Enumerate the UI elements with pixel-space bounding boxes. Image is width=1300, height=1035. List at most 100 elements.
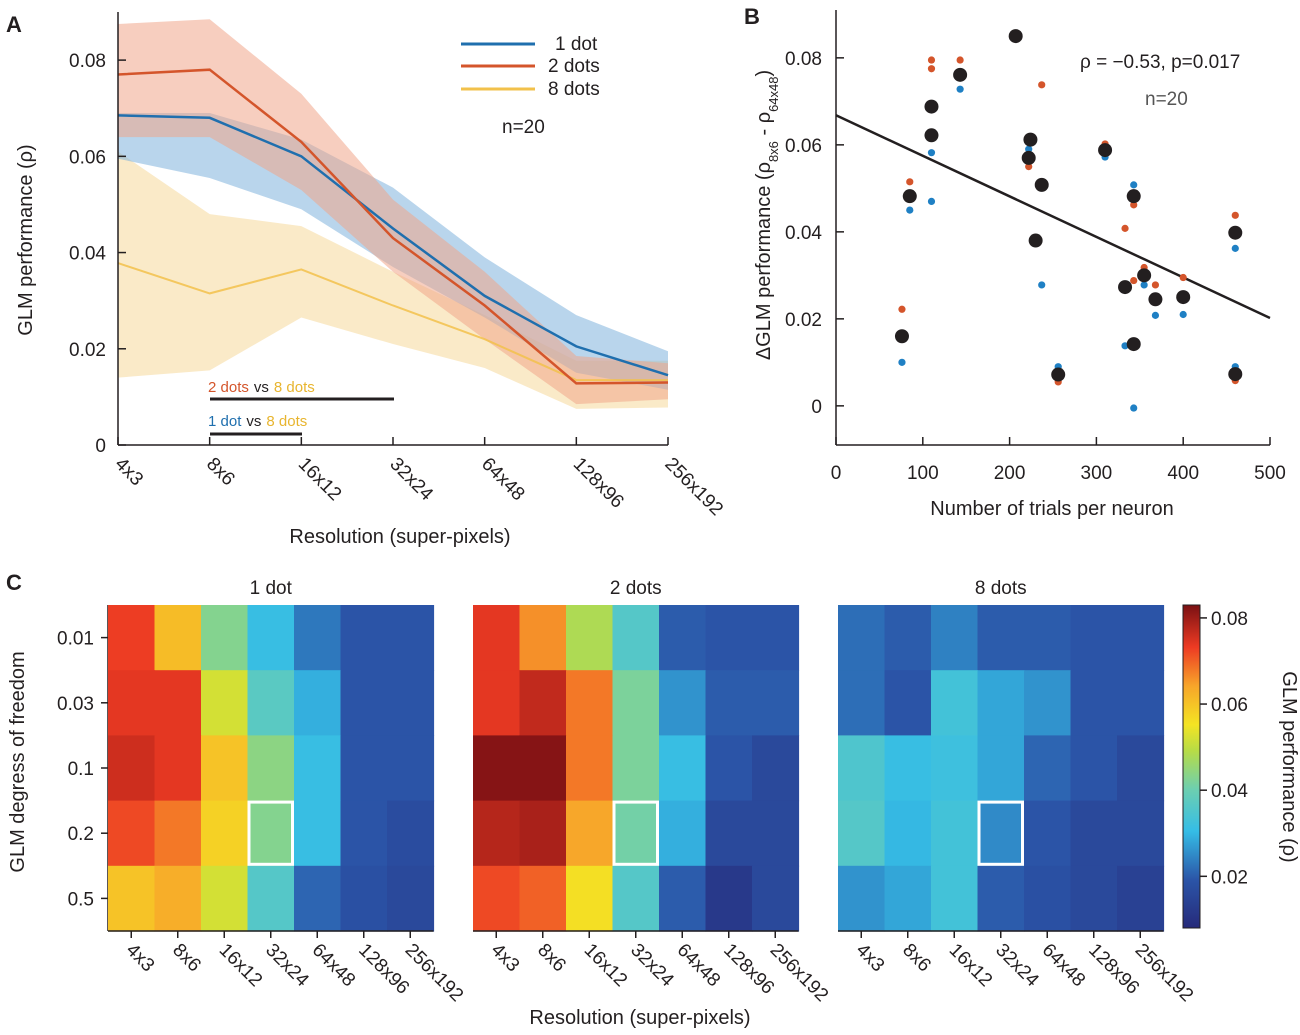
heatmap-xtick-label: 64x48 (308, 940, 359, 991)
b-ytick-label: 0.06 (785, 136, 822, 157)
point-combined (1228, 367, 1243, 382)
heatmap-cell (519, 735, 567, 802)
heatmap-xtick-label: 32x24 (261, 940, 313, 992)
heatmap-cell (705, 670, 753, 736)
panel-b-fit-line (835, 114, 1271, 320)
heatmap-cell (387, 605, 435, 671)
panel-b-x-label: Number of trials per neuron (930, 498, 1173, 520)
point-combined (1137, 268, 1152, 283)
heatmap-cell (612, 735, 660, 802)
point-combined (1023, 132, 1038, 147)
heatmap-cell (201, 605, 249, 671)
heatmap-ytick-label: 0.2 (68, 824, 94, 845)
panel-a-y-label: GLM performance (ρ) (15, 144, 37, 335)
panel-b-n-annotation: n=20 (1145, 89, 1188, 110)
point-combined (1126, 337, 1141, 352)
heatmap-cell (977, 735, 1025, 802)
panel-b: B 0 0.02 0.04 0.06 0.08 0 100 200 300 400 500 ρ =… (744, 4, 1286, 520)
point-2-dots (1025, 163, 1033, 171)
heatmap-cell (884, 800, 932, 867)
b-ytick-label: 0.08 (785, 49, 822, 70)
heatmap-cell (1117, 735, 1165, 802)
point-1-dot (927, 197, 936, 205)
point-1-dot (906, 206, 914, 214)
heatmap-cell (108, 670, 156, 736)
heatmap-cell (201, 865, 249, 932)
heatmap-cell (108, 735, 156, 802)
heatmap-cell (1117, 865, 1165, 932)
heatmap-cell (340, 605, 388, 671)
heatmap-cell (1024, 865, 1072, 932)
colorbar-tick-label: 0.06 (1211, 695, 1248, 716)
heatmap-cell (1070, 735, 1118, 802)
heatmap-cell (1117, 670, 1165, 736)
a-xtick-label: 256x192 (660, 454, 726, 520)
point-2-dots (1179, 273, 1187, 282)
a-xtick-label: 4x3 (110, 454, 147, 491)
heatmap-cell (340, 865, 388, 932)
legend-label-2-dots: 2 dots (548, 56, 600, 77)
colorbar-tick-label: 0.08 (1211, 609, 1248, 630)
panel-a-x-label: Resolution (super-pixels) (289, 526, 510, 548)
point-1-dot (1179, 310, 1187, 319)
heatmap-xtick-label: 64x48 (673, 940, 724, 991)
colorbar-label: GLM performance (ρ) (1278, 671, 1300, 862)
point-combined (1028, 233, 1043, 248)
heatmap-cell (247, 800, 295, 867)
b-ytick-label: 0.04 (785, 223, 822, 244)
b-ytick-label: 0.02 (785, 310, 822, 331)
point-1-dot (1130, 404, 1138, 412)
panel-b-stat-annotation: ρ = −0.53, p=0.017 (1080, 52, 1240, 73)
a-xtick-label: 32x24 (385, 454, 437, 506)
point-combined (1098, 143, 1113, 158)
b-ylabel-main: ΔGLM performance (ρ (753, 162, 775, 360)
b-xtick-label: 500 (1254, 463, 1286, 484)
point-combined (1118, 280, 1133, 295)
heatmap-cell (154, 605, 202, 671)
heatmap-title: 2 dots (610, 578, 662, 599)
panel-a-n-annotation: n=20 (502, 117, 545, 138)
heatmap-xtick-label: 128x96 (719, 940, 778, 999)
heatmap-cell (201, 735, 249, 802)
heatmap-cell (884, 605, 932, 671)
b-xtick-label: 200 (994, 463, 1026, 484)
significance-2dots-vs-8dots: 2 dots vs 8 dots (208, 379, 394, 401)
sig-vs-1: vs (254, 379, 269, 396)
heatmap-xtick-label: 8x6 (898, 940, 935, 977)
point-combined (953, 67, 968, 82)
heatmap-cell (659, 865, 707, 932)
heatmap-cell (154, 865, 202, 932)
heatmap-ytick-label: 0.01 (57, 629, 94, 650)
point-1-dot (956, 85, 964, 93)
point-combined (1148, 292, 1163, 307)
heatmap-xtick-label: 4x3 (487, 940, 524, 977)
point-2-dots (1130, 276, 1138, 285)
heatmap-xtick-label: 8x6 (168, 940, 205, 977)
panel-c-row-labels: 0.01 0.03 0.1 0.2 0.5 (57, 605, 109, 931)
a-ytick-label: 0 (95, 436, 106, 457)
heatmap-cell (1117, 605, 1165, 671)
heatmap-cell (294, 800, 342, 867)
panel-b-y-label: ΔGLM performance (ρ8x6 - ρ64x48) (753, 70, 781, 360)
point-combined (924, 99, 939, 114)
sig-label-2-dots: 2 dots (208, 379, 249, 396)
panel-a-x-ticks: 4x3 8x6 16x12 32x24 64x48 128x96 256x192 (110, 437, 727, 520)
heatmap-cell (884, 670, 932, 736)
panel-c-y-label: GLM degress of freedom (7, 651, 29, 872)
heatmap-xtick-label: 16x12 (945, 940, 996, 991)
legend-label-8-dots: 8 dots (548, 79, 600, 100)
point-combined (1228, 225, 1243, 240)
heatmap-xtick-label: 32x24 (991, 940, 1043, 992)
point-2-dots (1130, 201, 1138, 209)
heatmap-cell (387, 865, 435, 932)
heatmap-cell (1024, 800, 1072, 867)
heatmap-cell (519, 800, 567, 867)
a-ytick-label: 0.08 (69, 51, 106, 72)
heatmap-cell (752, 670, 800, 736)
heatmap-cell (838, 800, 886, 867)
heatmap-cell (884, 735, 932, 802)
heatmap-cell (154, 800, 202, 867)
